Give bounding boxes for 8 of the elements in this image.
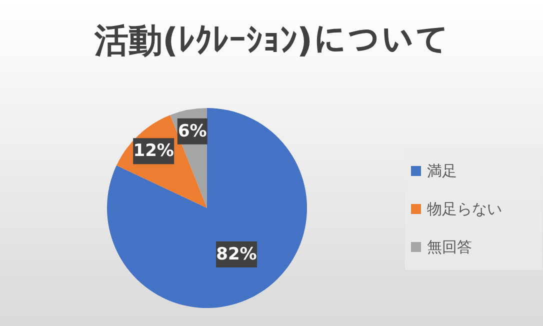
data-label: 6%: [178, 121, 207, 142]
legend-label: 無回答: [426, 236, 473, 258]
legend-label: 物足らない: [426, 198, 503, 220]
pie-slice: [107, 108, 307, 308]
chart-title: 活動(ﾚｸﾚｰｼｮﾝ)について: [93, 20, 450, 63]
data-label: 12%: [133, 141, 174, 162]
data-label: 82%: [216, 244, 257, 264]
legend-label: 満足: [426, 160, 458, 182]
